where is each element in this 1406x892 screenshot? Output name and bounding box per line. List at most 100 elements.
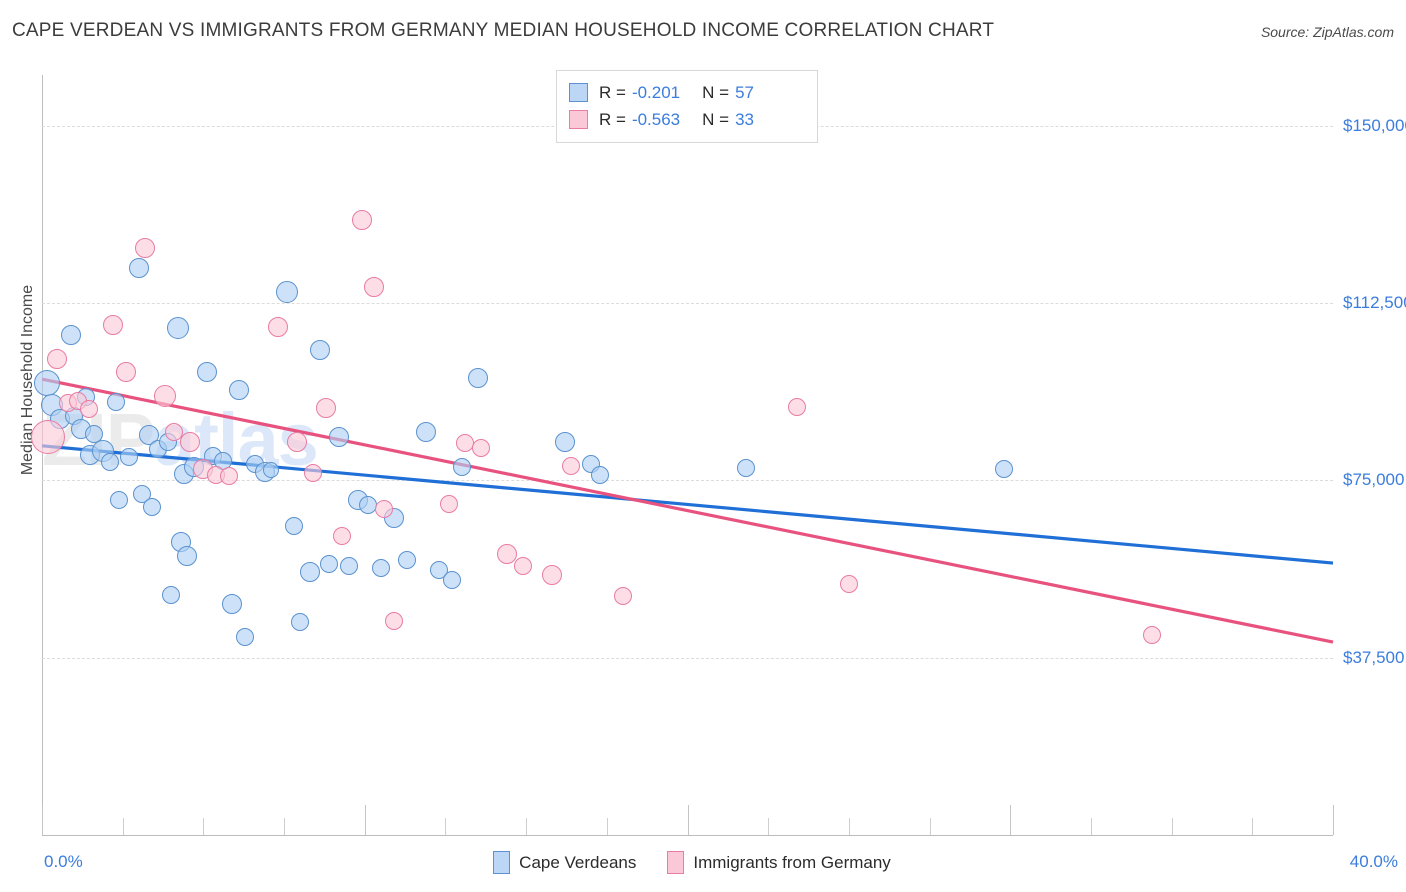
scatter-point[interactable] bbox=[284, 516, 303, 535]
scatter-point[interactable] bbox=[467, 367, 488, 388]
scatter-point[interactable] bbox=[177, 545, 198, 566]
scatter-point[interactable] bbox=[309, 339, 330, 360]
scatter-point[interactable] bbox=[46, 349, 67, 370]
x-axis-min-label: 0.0% bbox=[44, 852, 83, 871]
scatter-point[interactable] bbox=[84, 424, 103, 443]
scatter-point[interactable] bbox=[439, 495, 458, 514]
scatter-point[interactable] bbox=[471, 439, 490, 458]
scatter-point[interactable] bbox=[397, 550, 416, 569]
scatter-point[interactable] bbox=[162, 585, 181, 604]
scatter-point[interactable] bbox=[358, 496, 377, 515]
x-axis-minor-tick bbox=[284, 818, 286, 835]
scatter-point[interactable] bbox=[562, 456, 581, 475]
r-value-blue: -0.201 bbox=[631, 82, 681, 102]
legend-swatch-immigrants-germany bbox=[569, 110, 588, 129]
x-axis-minor-tick bbox=[768, 818, 770, 835]
scatter-point[interactable] bbox=[236, 628, 255, 647]
scatter-point[interactable] bbox=[371, 559, 390, 578]
r-label-pink: R = bbox=[599, 109, 626, 129]
scatter-point[interactable] bbox=[135, 238, 156, 259]
scatter-point[interactable] bbox=[110, 491, 129, 510]
r-label-blue: R = bbox=[599, 82, 626, 102]
y-axis-tick-label: $150,000 bbox=[1343, 115, 1406, 135]
x-axis-minor-tick bbox=[606, 818, 608, 835]
scatter-point[interactable] bbox=[452, 457, 471, 476]
scatter-point[interactable] bbox=[228, 379, 249, 400]
scatter-point[interactable] bbox=[496, 543, 517, 564]
scatter-point[interactable] bbox=[384, 611, 403, 630]
scatter-point[interactable] bbox=[299, 561, 320, 582]
series-swatch-cape-verdeans bbox=[493, 851, 511, 874]
y-axis-line bbox=[42, 75, 43, 835]
series-label-immigrants-germany: Immigrants from Germany bbox=[693, 852, 891, 872]
scatter-point[interactable] bbox=[142, 498, 161, 517]
x-axis-minor-tick bbox=[848, 818, 850, 835]
trend-lines bbox=[41, 377, 1334, 644]
scatter-point[interactable] bbox=[79, 399, 98, 418]
y-axis-tick-label: $112,500 bbox=[1343, 292, 1406, 312]
series-legend-item-cape-verdeans[interactable]: Cape Verdeans bbox=[493, 851, 636, 874]
scatter-point[interactable] bbox=[180, 431, 201, 452]
scatter-point[interactable] bbox=[196, 361, 217, 382]
scatter-point[interactable] bbox=[320, 555, 339, 574]
scatter-point[interactable] bbox=[120, 448, 139, 467]
scatter-point[interactable] bbox=[267, 317, 288, 338]
x-axis-major-tick bbox=[1333, 805, 1334, 835]
scatter-point[interactable] bbox=[103, 315, 123, 336]
scatter-point[interactable] bbox=[1143, 626, 1162, 645]
scatter-point[interactable] bbox=[286, 432, 307, 453]
scatter-point[interactable] bbox=[788, 398, 807, 417]
scatter-point[interactable] bbox=[222, 593, 243, 614]
scatter-point[interactable] bbox=[31, 420, 66, 455]
scatter-point[interactable] bbox=[541, 565, 562, 586]
legend-swatch-cape-verdeans bbox=[569, 83, 588, 102]
scatter-point[interactable] bbox=[291, 612, 310, 631]
scatter-point[interactable] bbox=[107, 393, 126, 412]
scatter-point[interactable] bbox=[333, 526, 352, 545]
scatter-point[interactable] bbox=[839, 574, 858, 593]
scatter-point[interactable] bbox=[153, 385, 176, 408]
y-axis-tick-label: $37,500 bbox=[1343, 647, 1405, 667]
x-axis-minor-tick bbox=[1171, 818, 1173, 835]
scatter-point[interactable] bbox=[304, 463, 323, 482]
scatter-point[interactable] bbox=[613, 586, 632, 605]
scatter-point[interactable] bbox=[220, 466, 239, 485]
scatter-point[interactable] bbox=[554, 432, 575, 453]
plot-area: ZIPatlas bbox=[31, 75, 1334, 835]
scatter-point[interactable] bbox=[166, 316, 189, 339]
n-value-pink: 33 bbox=[735, 109, 754, 129]
scatter-point[interactable] bbox=[416, 421, 437, 442]
scatter-point[interactable] bbox=[165, 423, 184, 442]
x-axis-minor-tick bbox=[1090, 818, 1092, 835]
n-label-pink: N = bbox=[702, 109, 730, 129]
scatter-point[interactable] bbox=[994, 459, 1013, 478]
scatter-point[interactable] bbox=[364, 276, 385, 297]
trend-line bbox=[41, 377, 1334, 644]
scatter-point[interactable] bbox=[100, 452, 119, 471]
scatter-point[interactable] bbox=[328, 426, 349, 447]
scatter-point[interactable] bbox=[339, 556, 358, 575]
scatter-point[interactable] bbox=[442, 571, 461, 590]
scatter-point[interactable] bbox=[33, 370, 60, 397]
series-swatch-immigrants-germany bbox=[667, 851, 685, 874]
correlation-row-pink: R = -0.563 N = 33 bbox=[569, 106, 805, 133]
scatter-point[interactable] bbox=[263, 461, 280, 478]
series-legend-item-immigrants-germany[interactable]: Immigrants from Germany bbox=[667, 851, 891, 874]
x-axis-major-tick bbox=[42, 805, 43, 835]
scatter-point[interactable] bbox=[115, 362, 136, 383]
scatter-point[interactable] bbox=[276, 280, 299, 303]
scatter-point[interactable] bbox=[591, 466, 610, 485]
x-axis-major-tick bbox=[687, 805, 689, 835]
scatter-point[interactable] bbox=[128, 258, 149, 278]
x-axis-minor-tick bbox=[1252, 818, 1254, 835]
scatter-point[interactable] bbox=[61, 324, 82, 345]
scatter-point[interactable] bbox=[375, 500, 394, 519]
n-value-blue: 57 bbox=[735, 82, 754, 102]
scatter-point[interactable] bbox=[351, 210, 372, 231]
x-axis-minor-tick bbox=[445, 818, 447, 835]
series-legend: Cape Verdeans Immigrants from Germany bbox=[0, 851, 1406, 874]
scatter-point[interactable] bbox=[736, 459, 755, 478]
scatter-point[interactable] bbox=[316, 398, 337, 419]
scatter-point[interactable] bbox=[513, 557, 532, 576]
